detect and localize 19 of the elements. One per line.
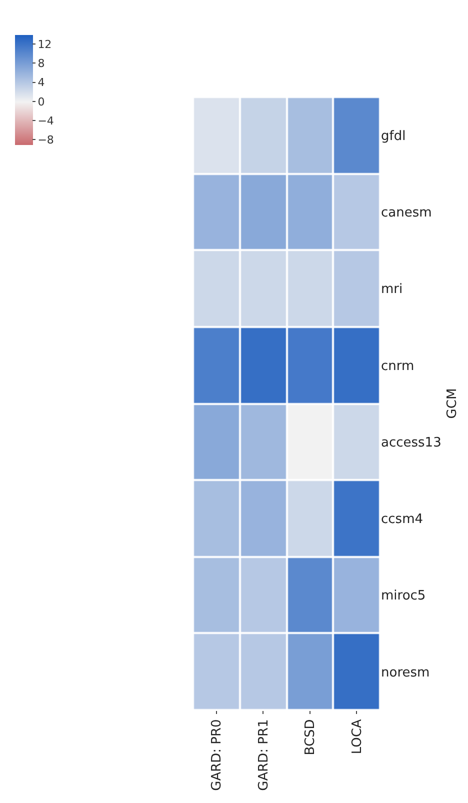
color-bar-label: 4 [38, 76, 45, 90]
y-tick-label: gfdl [381, 128, 406, 144]
y-tick-label: canesm [381, 205, 432, 220]
color-bar-label: 12 [38, 38, 52, 51]
y-axis-title: GCM [444, 388, 460, 419]
color-bar-label: −8 [38, 134, 54, 147]
y-tick-label: miroc5 [381, 588, 426, 604]
x-tick-label: LOCA [350, 719, 365, 754]
x-tick-label: BCSD [303, 719, 318, 756]
color-bar-label: 0 [38, 95, 45, 108]
y-tick-label: ccsm4 [381, 512, 424, 527]
y-tick-label: mri [381, 282, 403, 298]
y-tick-label: cnrm [381, 358, 414, 374]
color-bar-label: 8 [38, 57, 45, 70]
y-tick-label: access13 [381, 435, 442, 450]
x-tick-label: GARD: PR1 [256, 719, 272, 791]
color-bar-label: −4 [38, 114, 54, 128]
x-tick-label: GARD: PR0 [210, 719, 225, 791]
y-tick-label: noresm [381, 665, 430, 680]
